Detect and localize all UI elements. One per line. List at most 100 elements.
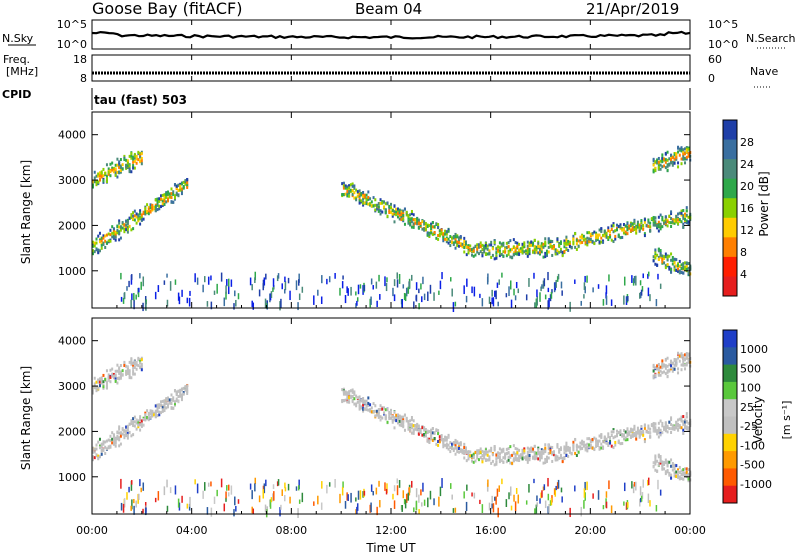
power-echo-cell [663, 220, 666, 224]
power-speckle [341, 281, 344, 289]
power-echo-cell [554, 248, 557, 252]
velocity-echo-cell [92, 386, 94, 390]
power-echo-cell [670, 159, 673, 163]
velocity-echo-cell [431, 431, 434, 435]
velocity-echo-cell [505, 460, 508, 464]
velocity-echo-cell [105, 380, 108, 384]
power-echo-cell [677, 145, 680, 149]
power-echo-cell [685, 150, 688, 154]
power-echo-cell [395, 213, 398, 217]
velocity-speckle [496, 488, 499, 497]
power-echo-cell [107, 232, 110, 236]
velocity-colorbar-swatch [723, 451, 737, 469]
velocity-echo-cell [685, 425, 688, 429]
power-speckle [510, 299, 513, 308]
velocity-echo-cell [92, 455, 94, 459]
power-echo-cell [663, 157, 666, 161]
power-echo-cell [92, 183, 94, 187]
power-echo-cell [407, 219, 410, 223]
power-echo-cell [490, 240, 493, 244]
velocity-speckle [355, 509, 357, 515]
power-echo-cell [105, 180, 108, 184]
velocity-echo-cell [149, 409, 152, 413]
power-speckle [264, 298, 267, 309]
velocity-speckle [284, 495, 286, 502]
power-speckle [560, 281, 563, 289]
power-echo-cell [147, 207, 150, 211]
velocity-echo-cell [109, 375, 112, 379]
velocity-echo-cell [128, 360, 131, 364]
velocity-echo-cell [610, 430, 613, 434]
power-echo-cell [125, 226, 128, 230]
velocity-echo-cell [135, 427, 138, 431]
power-echo-cell [440, 228, 443, 232]
velocity-echo-cell [358, 405, 361, 409]
power-echo-cell [609, 233, 612, 237]
power-echo-cell [93, 170, 96, 174]
power-echo-cell [682, 225, 685, 229]
power-echo-cell [631, 224, 634, 228]
power-echo-cell [442, 239, 445, 243]
velocity-echo-cell [467, 457, 470, 461]
velocity-echo-cell [682, 415, 685, 419]
power-heatmap-marks [92, 145, 692, 313]
velocity-echo-cell [98, 455, 101, 459]
velocity-echo-cell [95, 389, 98, 393]
power-echo-cell [544, 237, 547, 241]
power-echo-cell [97, 174, 100, 178]
velocity-speckle [525, 500, 528, 505]
power-echo-cell [454, 235, 457, 239]
power-echo-cell [412, 222, 415, 226]
power-echo-cell [458, 241, 461, 245]
velocity-echo-cell [118, 372, 121, 376]
velocity-speckle [206, 507, 209, 515]
power-speckle [401, 298, 404, 309]
velocity-echo-cell [437, 443, 440, 447]
power-echo-cell [476, 243, 479, 247]
power-echo-cell [172, 200, 175, 204]
velocity-echo-cell [139, 423, 142, 427]
power-echo-cell [537, 240, 540, 244]
power-echo-cell [137, 158, 140, 162]
velocity-echo-cell [116, 381, 119, 385]
velocity-echo-cell [687, 468, 690, 472]
power-echo-cell [154, 206, 157, 210]
velocity-speckle [166, 505, 169, 512]
velocity-echo-cell [342, 390, 345, 394]
velocity-echo-cell [142, 418, 145, 422]
velocity-echo-cell [346, 395, 349, 399]
power-echo-cell [386, 214, 389, 218]
power-echo-cell [663, 221, 666, 225]
velocity-speckle [471, 492, 473, 497]
velocity-speckle [495, 496, 497, 505]
power-echo-cell [172, 192, 175, 196]
velocity-echo-cell [407, 420, 410, 424]
power-echo-cell [180, 187, 183, 191]
velocity-echo-cell [175, 399, 178, 403]
power-speckle [536, 289, 538, 297]
velocity-echo-cell [577, 445, 580, 449]
velocity-echo-cell [495, 460, 498, 464]
power-echo-cell [532, 243, 535, 247]
power-echo-cell [617, 235, 620, 239]
power-echo-cell [565, 235, 568, 239]
velocity-speckle [438, 496, 440, 507]
power-echo-cell [572, 237, 575, 241]
velocity-echo-cell [360, 398, 363, 402]
velocity-echo-cell [661, 371, 664, 375]
power-echo-cell [342, 181, 345, 185]
velocity-echo-cell [685, 354, 688, 358]
power-echo-cell [109, 228, 112, 232]
velocity-echo-cell [647, 426, 650, 430]
velocity-echo-cell [160, 411, 163, 415]
power-echo-cell [393, 210, 396, 214]
power-echo-cell [430, 226, 433, 230]
velocity-echo-cell [341, 388, 344, 392]
velocity-echo-cell [661, 431, 664, 435]
velocity-echo-cell [493, 445, 496, 449]
power-echo-cell [568, 240, 571, 244]
velocity-echo-cell [125, 425, 128, 429]
power-echo-cell [595, 231, 598, 235]
